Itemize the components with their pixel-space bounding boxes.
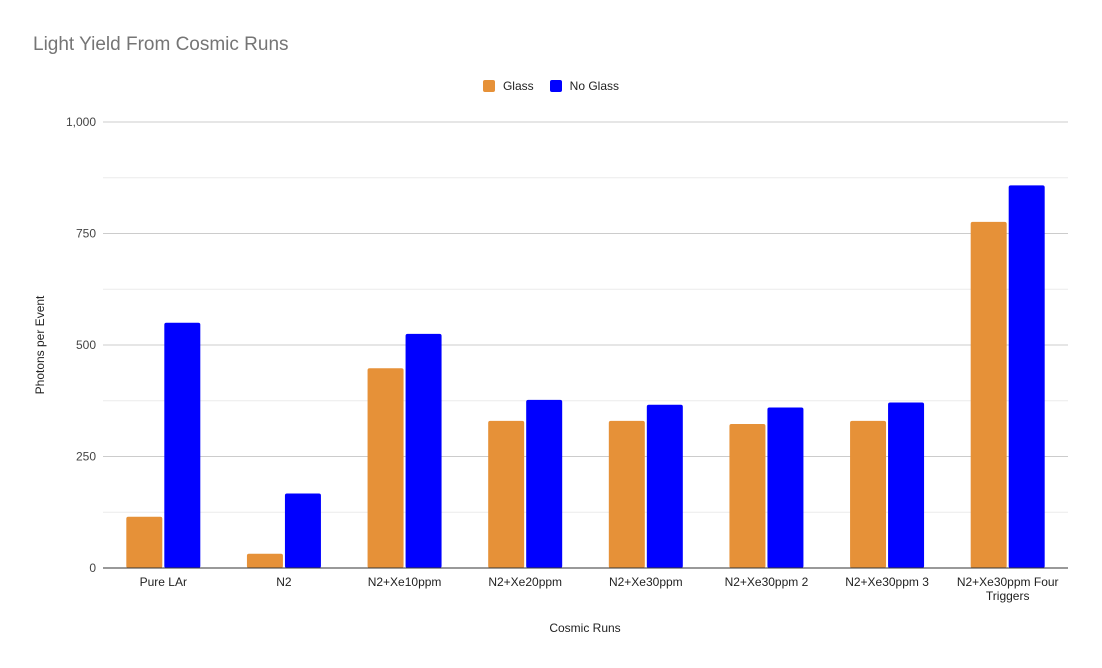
x-tick-label: N2+Xe20ppm: [488, 575, 562, 589]
legend-swatch-glass: [482, 80, 495, 92]
bar-glass: [850, 420, 887, 568]
bar-glass: [246, 553, 283, 568]
legend-swatch-no-glass: [549, 80, 562, 92]
x-tick-label: N2+Xe30ppm 2: [725, 575, 809, 589]
bars: [126, 185, 1045, 569]
bar-no-glass: [405, 333, 442, 568]
x-tick-label: N2+Xe10ppm: [368, 575, 442, 589]
x-axis-ticks: Pure LAr N2 N2+Xe10ppm N2+Xe20ppm N2+Xe30ppm…: [140, 575, 1059, 603]
bar-glass: [367, 368, 404, 568]
bar-no-glass: [1008, 185, 1045, 568]
x-tick-label: N2: [276, 575, 292, 589]
y-axis-ticks: 0 250 500 750 1,000: [66, 115, 96, 575]
bar-glass: [729, 423, 766, 568]
y-tick-label: 750: [76, 227, 96, 241]
bar-glass: [488, 420, 525, 568]
bar-no-glass: [646, 404, 683, 568]
legend-label-no-glass: No Glass: [569, 79, 620, 93]
x-tick-label: N2+Xe30ppm: [609, 575, 683, 589]
x-axis-label: Cosmic Runs: [549, 621, 620, 635]
y-tick-label: 500: [76, 338, 96, 352]
bar-no-glass: [888, 402, 925, 568]
bar-no-glass: [767, 407, 804, 568]
y-tick-label: 250: [76, 450, 96, 464]
x-tick-label: N2+Xe30ppm Four Triggers: [957, 575, 1059, 603]
y-tick-label: 1,000: [66, 115, 96, 129]
bar-no-glass: [526, 399, 563, 568]
bar-glass: [970, 221, 1007, 569]
legend-item-glass: Glass: [482, 79, 534, 93]
y-axis-label: Photons per Event: [33, 295, 47, 394]
bar-no-glass: [164, 322, 201, 568]
chart-title: Light Yield From Cosmic Runs: [33, 34, 289, 55]
x-tick-label: Pure LAr: [140, 575, 187, 589]
bar-glass: [126, 516, 163, 568]
x-tick-label: N2+Xe30ppm 3: [845, 575, 929, 589]
legend: Glass No Glass: [0, 79, 1102, 93]
bar-glass: [608, 420, 645, 568]
bar-no-glass: [284, 493, 321, 568]
y-tick-label: 0: [89, 561, 96, 575]
legend-item-no-glass: No Glass: [549, 79, 620, 93]
legend-label-glass: Glass: [502, 79, 534, 93]
